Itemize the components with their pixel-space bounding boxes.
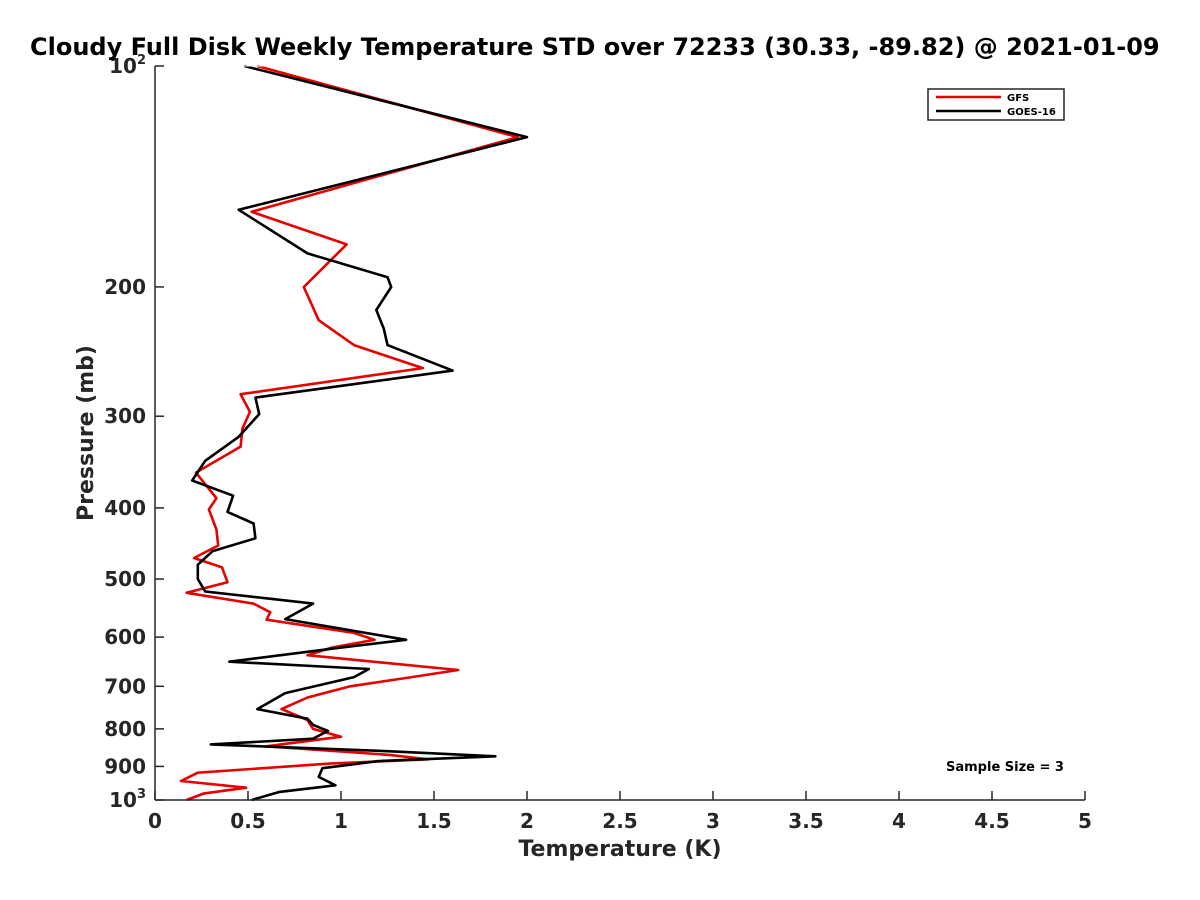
x-tick-label: 1.5: [416, 809, 451, 833]
x-tick-label: 0.5: [230, 809, 265, 833]
y-tick-label: 300: [104, 404, 146, 428]
x-axis-label: Temperature (K): [518, 837, 721, 862]
y-tick-label: 700: [104, 674, 146, 698]
y-tick-label: 900: [104, 754, 146, 778]
chart-title: Cloudy Full Disk Weekly Temperature STD …: [30, 33, 1160, 61]
y-axis-label: Pressure (mb): [74, 345, 99, 521]
y-tick-label: 103: [109, 787, 146, 812]
legend-label-gfs: GFS: [1007, 93, 1029, 104]
x-tick-label: 4.5: [974, 809, 1009, 833]
legend: GFS GOES-16: [927, 88, 1065, 121]
x-tick-label: 0: [148, 809, 162, 833]
y-tick-label: 200: [104, 275, 146, 299]
y-tick-label: 800: [104, 717, 146, 741]
sample-size-annotation: Sample Size = 3: [946, 760, 1064, 775]
series-line-goes16: [190, 64, 529, 802]
x-tick-label: 4: [892, 809, 906, 833]
x-ticks: 0 0.5 1 1.5 2 2.5 3 3.5 4 4.5 5: [148, 791, 1092, 833]
x-tick-label: 3: [706, 809, 720, 833]
y-tick-label: 500: [104, 567, 146, 591]
x-tick-label: 3.5: [788, 809, 823, 833]
x-tick-label: 2: [520, 809, 534, 833]
legend-label-goes16: GOES-16: [1007, 107, 1056, 118]
y-ticks: 102 200 300 400 500 600 700 800 900 103: [104, 53, 164, 812]
x-tick-label: 2.5: [602, 809, 637, 833]
y-tick-label: 102: [109, 53, 146, 78]
x-tick-label: 1: [334, 809, 348, 833]
series-line-gfs: [179, 64, 520, 802]
y-tick-label: 400: [104, 496, 146, 520]
series-lines: [179, 64, 529, 802]
y-tick-label: 600: [104, 625, 146, 649]
legend-box: [927, 88, 1065, 121]
x-tick-label: 5: [1078, 809, 1092, 833]
